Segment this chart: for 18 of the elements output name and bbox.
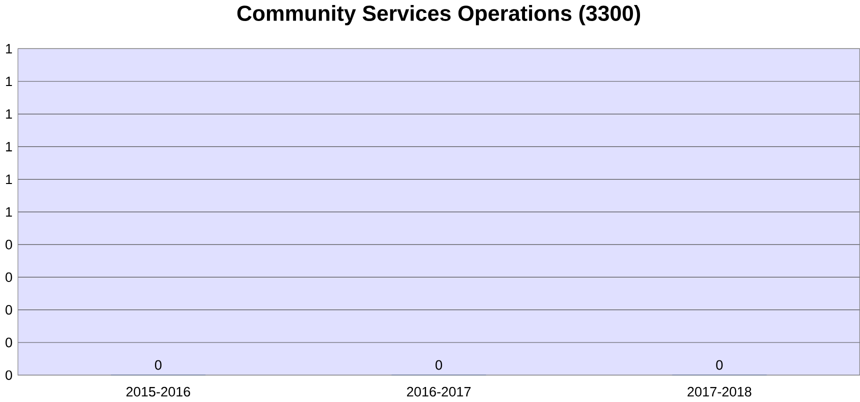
y-tick-label: 0 <box>6 272 12 282</box>
chart-title: Community Services Operations (3300) <box>237 5 640 26</box>
y-tick-label: 1 <box>6 207 12 217</box>
data-label: 0 <box>716 360 723 370</box>
y-tick-label: 1 <box>6 110 12 119</box>
y-tick-label: 1 <box>6 44 12 54</box>
y-tick-label: 0 <box>6 370 12 380</box>
y-tick-label: 1 <box>6 142 12 152</box>
data-label: 0 <box>436 360 442 370</box>
data-label: 0 <box>154 360 162 370</box>
x-tick-label: 2015-2016 <box>126 387 190 397</box>
x-tick-label: 2016-2017 <box>407 387 471 397</box>
y-tick-label: 1 <box>6 76 12 86</box>
y-tick-label: 0 <box>6 338 12 348</box>
y-tick-label: 0 <box>6 305 12 315</box>
y-tick-label: 0 <box>6 240 12 250</box>
x-tick-label: 2017-2018 <box>688 387 752 397</box>
y-tick-label: 1 <box>6 174 12 184</box>
